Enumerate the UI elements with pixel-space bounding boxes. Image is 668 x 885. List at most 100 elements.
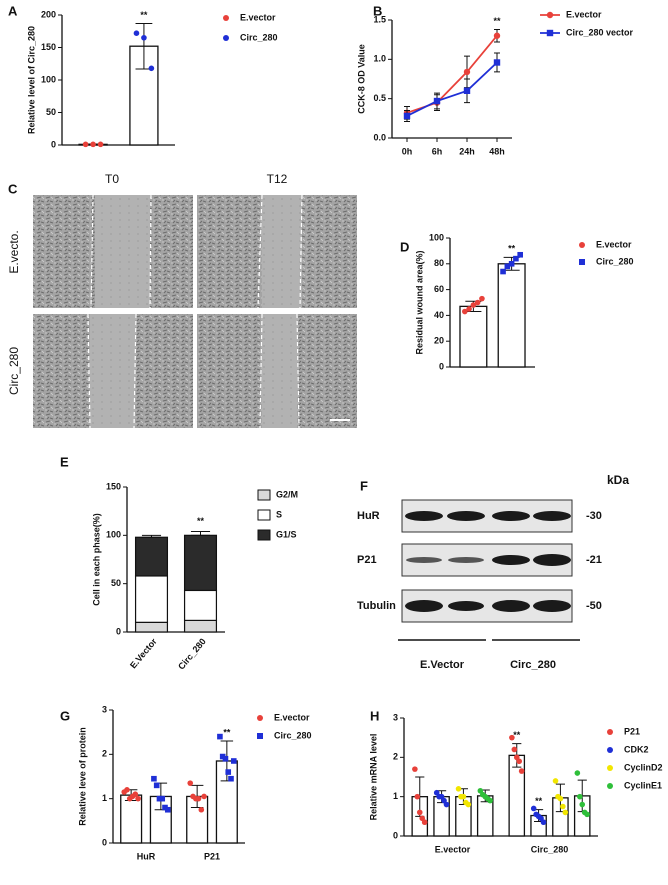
data-point <box>574 770 581 776</box>
legend-label: Circ_280 <box>596 256 634 266</box>
data-point <box>132 791 139 798</box>
unit-label: kDa <box>607 473 629 487</box>
legend-swatch <box>257 529 271 541</box>
legend-marker <box>223 15 229 21</box>
data-point <box>135 795 141 802</box>
group-label: Circ_280 <box>510 659 556 671</box>
data-point <box>470 302 477 308</box>
data-point <box>508 261 515 267</box>
panel-label: C <box>8 181 18 196</box>
data-point <box>187 780 194 786</box>
row-label: Circ_280 <box>7 347 21 395</box>
y-tick-label: 1 <box>102 793 107 803</box>
data-point <box>500 268 506 275</box>
data-point <box>124 787 130 793</box>
data-point <box>153 782 160 789</box>
data-point <box>576 793 583 800</box>
panel-label: G <box>60 708 70 723</box>
data-point <box>133 30 140 36</box>
y-tick-label: 3 <box>393 712 398 722</box>
band-size: -21 <box>586 554 602 566</box>
line <box>406 61 498 117</box>
y-tick-label: 200 <box>41 9 56 19</box>
panel-label: B <box>373 3 382 18</box>
y-tick-label: 1 <box>393 791 398 801</box>
y-tick-label: 1.5 <box>373 14 386 24</box>
band-size: -50 <box>586 600 602 612</box>
bar <box>120 794 143 844</box>
data-point <box>82 141 89 148</box>
data-point <box>414 793 421 800</box>
legend-label: E.vector <box>274 712 310 722</box>
legend-marker <box>223 35 229 41</box>
significance: ** <box>223 727 231 737</box>
data-point <box>201 793 207 800</box>
data-point <box>579 801 586 808</box>
y-tick-label: 0 <box>116 626 121 636</box>
bar-segment <box>183 589 218 622</box>
data-point <box>141 34 147 41</box>
data-point <box>230 758 237 764</box>
data-point <box>421 819 428 826</box>
data-point <box>455 786 462 792</box>
legend-label: CyclinD2 <box>624 762 663 772</box>
x-tick-label: 0h <box>402 146 413 156</box>
y-tick-label: 40 <box>434 310 444 320</box>
data-point <box>465 801 472 808</box>
y-tick-label: 80 <box>434 258 444 268</box>
legend-label: Circ_280 <box>240 32 278 42</box>
data-point <box>518 768 525 774</box>
y-tick-label: 2 <box>102 749 107 759</box>
data-point <box>479 295 485 302</box>
bar-segment <box>183 534 218 592</box>
x-tick-label: Circ_280 <box>531 844 569 854</box>
data-point <box>433 97 441 105</box>
data-point <box>97 141 104 148</box>
y-axis-title: Relative mRNA level <box>368 734 378 821</box>
x-tick-label: P21 <box>204 851 220 861</box>
panel-label: A <box>8 3 18 18</box>
band-label: P21 <box>357 554 377 566</box>
data-point <box>513 255 519 262</box>
data-point <box>412 766 418 772</box>
data-point <box>540 819 547 826</box>
y-tick-label: 100 <box>429 232 444 242</box>
data-point <box>198 806 205 813</box>
legend-marker <box>546 11 554 19</box>
y-axis-title: Relative level of Circ_280 <box>26 26 36 134</box>
x-tick-label: 24h <box>459 146 475 156</box>
data-point <box>462 308 468 315</box>
bar-segment <box>183 619 218 633</box>
western-blot <box>398 499 580 641</box>
data-point <box>222 755 229 762</box>
data-point <box>416 809 423 816</box>
y-tick-label: 3 <box>102 704 107 714</box>
data-point <box>584 811 590 818</box>
legend-label: CyclinE1 <box>624 780 662 790</box>
y-tick-label: 100 <box>41 74 56 84</box>
data-point <box>552 778 559 784</box>
column-label: T0 <box>105 172 119 186</box>
band-label: Tubulin <box>357 600 396 612</box>
data-point <box>466 306 472 312</box>
data-point <box>463 87 471 94</box>
panel-label: H <box>370 708 379 723</box>
legend-label: CDK2 <box>624 744 649 754</box>
data-point <box>460 793 467 800</box>
band-size: -30 <box>586 510 602 522</box>
legend-swatch <box>257 509 271 521</box>
bar-segment <box>134 536 169 577</box>
x-tick-label: 6h <box>432 146 443 156</box>
x-tick-label: E.Vector <box>128 636 159 670</box>
legend-marker <box>607 783 613 789</box>
y-tick-label: 0.5 <box>373 93 386 103</box>
y-tick-label: 50 <box>111 578 121 588</box>
significance: ** <box>508 244 516 254</box>
y-tick-label: 150 <box>41 42 56 52</box>
bar-segment <box>134 621 169 633</box>
band-label: HuR <box>357 510 380 522</box>
x-tick-label: 48h <box>489 146 505 156</box>
legend-label: E.vector <box>240 12 276 22</box>
bar <box>459 305 488 368</box>
y-tick-label: 0.0 <box>373 132 386 142</box>
